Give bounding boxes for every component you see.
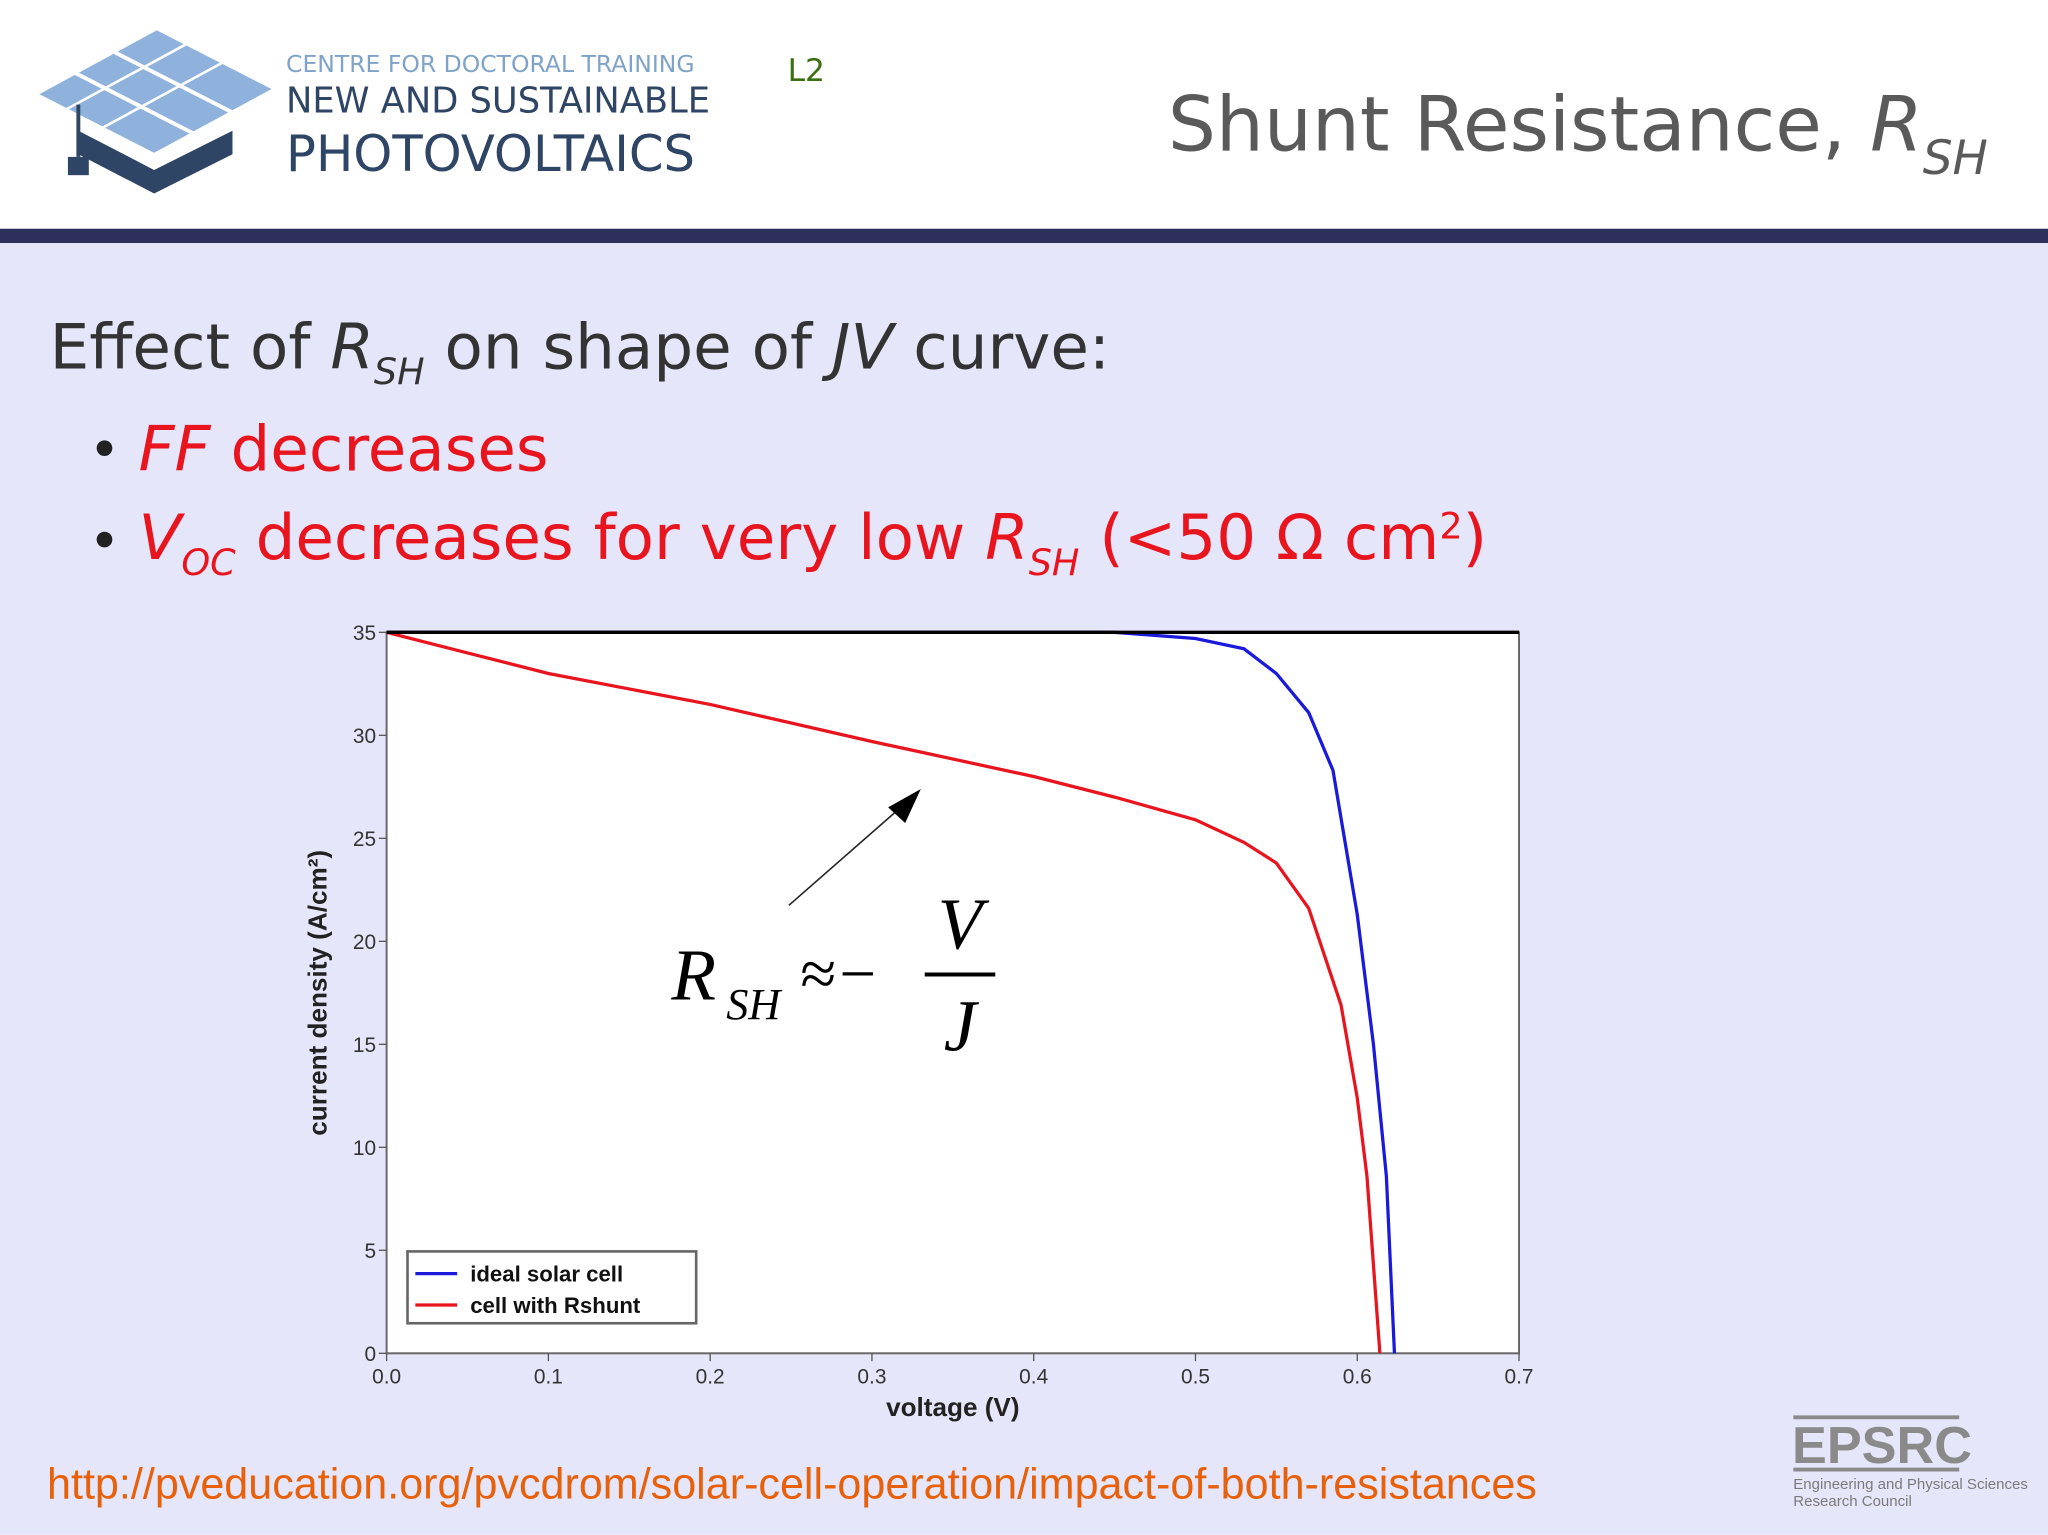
y-axis-label: current density (A/cm²) [303,850,333,1136]
lecture-label: L2 [788,53,825,89]
y-tick-label: 10 [353,1137,376,1160]
slide-title: Shunt Resistance, RSH [1168,80,1988,186]
logo [33,27,278,194]
heading-symbol: JV [821,310,897,383]
plot-area [385,631,1520,1355]
bullet-dot [96,440,113,456]
x-tick-label: 0.0 [372,1365,401,1388]
chart: 0 5 10 15 20 25 30 35 0.0 0.1 0.2 0.3 0.4 0.5 0.6 0.7 vo… [303,622,1534,1422]
eq-relation: ≈− [799,938,879,1010]
eq-symbol: R [670,934,716,1015]
bullet-text: decreases [211,412,549,485]
funder-logo: EPSRC [1792,1417,1972,1475]
x-tick-label: 0.6 [1343,1365,1372,1388]
bullet-symbol: FF [138,412,211,485]
annotation-arrow [788,804,905,906]
bullet-dot [96,531,113,548]
x-tick-label: 0.4 [1019,1365,1048,1388]
heading-symbol: R [330,310,374,383]
eq-denominator: J [944,985,980,1066]
org-line: PHOTOVOLTAICS [286,125,695,183]
bullet-text: decreases for very low [236,501,986,574]
funder-text: Engineering and Physical Sciences [1793,1476,2028,1493]
y-tick-label: 35 [353,622,376,645]
y-tick-label: 25 [353,828,376,851]
bullet-symbol: V [138,501,185,574]
legend-label: ideal solar cell [470,1261,623,1286]
title-symbol: R [1870,80,1923,168]
heading-text: on shape of [425,310,832,383]
header-rule [0,228,2048,244]
bullet-text: (<50 Ω cm [1079,501,1439,574]
eq-subscript: SH [726,979,783,1029]
heading-text: curve: [893,310,1110,383]
eq-numerator: V [938,883,990,964]
data-line [386,630,1382,1354]
heading-subscript: SH [374,350,425,393]
org-line: NEW AND SUSTAINABLE [286,80,710,121]
y-tick-label: 0 [365,1343,377,1366]
equation: R SH ≈− V J [670,789,996,1066]
y-tick-label: 15 [353,1034,376,1057]
header-bg [0,0,2048,229]
heading-text: Effect of [50,310,331,383]
org-line: CENTRE FOR DOCTORAL TRAINING [286,50,695,78]
y-tick-label: 30 [353,725,376,748]
bullet: VOC decreases for very low RSH (<50 Ω cm… [138,501,1487,584]
legend-label: cell with Rshunt [470,1293,641,1318]
x-tick-label: 0.3 [857,1365,886,1388]
bullet-superscript: 2 [1439,504,1462,547]
y-tick-label: 20 [353,931,376,954]
bullet-subscript: OC [181,541,236,584]
x-axis-label: voltage (V) [886,1392,1019,1422]
x-tick-label: 0.7 [1505,1365,1534,1388]
arrow-head [888,789,921,824]
title-text: Shunt Resistance, [1168,80,1870,168]
source-link[interactable]: http://pveducation.org/pvcdrom/solar-cel… [47,1460,1537,1508]
heading: Effect of RSH on shape of JV curve: [50,310,1110,393]
bullet-text: ) [1463,501,1487,574]
x-tick-label: 0.2 [696,1365,725,1388]
bullet: FF decreases [138,412,548,485]
bullet-symbol: R [985,501,1029,574]
bullet-subscript: SH [1029,541,1080,584]
funder-text: Research Council [1793,1493,1912,1510]
x-tick-label: 0.1 [534,1365,563,1388]
y-tick-label: 5 [365,1240,377,1263]
legend-box [406,1250,698,1325]
title-subscript: SH [1923,131,1988,186]
x-tick-label: 0.5 [1181,1365,1210,1388]
